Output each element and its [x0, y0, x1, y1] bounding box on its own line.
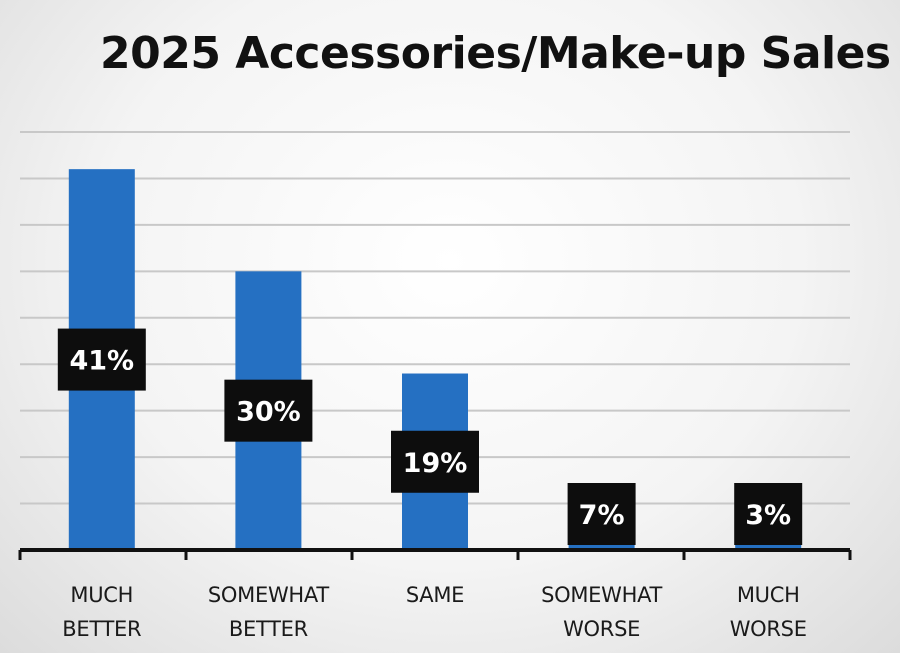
data-label: 19% [403, 448, 468, 479]
category-label: SOMEWHAT BETTER [207, 583, 329, 641]
data-label: 7% [579, 500, 625, 531]
category-label: MUCH BETTER [62, 583, 142, 641]
category-label: SOMEWHAT WORSE [541, 583, 663, 641]
chart-title: 2025 Accessories/Make-up Sales [100, 28, 891, 79]
data-label: 41% [69, 346, 134, 377]
data-label-box [57, 328, 146, 391]
data-label-box [391, 430, 479, 493]
category-label: MUCH WORSE [729, 583, 807, 641]
data-label: 3% [745, 500, 791, 531]
category-label: SAME [405, 583, 465, 607]
data-label-box [224, 379, 313, 442]
data-label: 30% [236, 397, 301, 428]
data-label-box [567, 483, 636, 545]
data-label-box [734, 483, 803, 545]
